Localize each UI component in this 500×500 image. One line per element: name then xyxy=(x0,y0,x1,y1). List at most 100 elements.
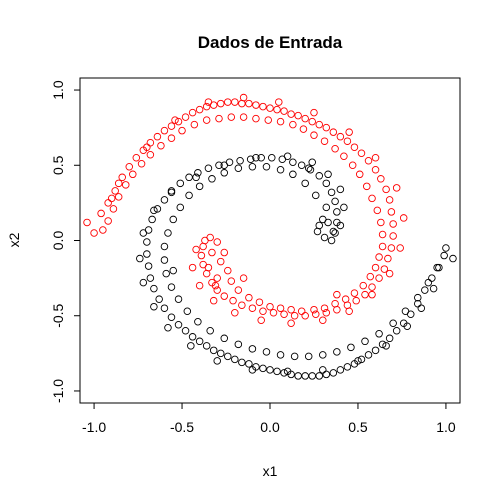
data-point xyxy=(315,172,324,180)
data-point xyxy=(433,263,441,272)
data-point xyxy=(299,125,308,133)
data-point xyxy=(350,143,359,151)
data-point xyxy=(204,98,213,106)
data-point xyxy=(347,343,355,352)
data-point xyxy=(294,111,302,120)
data-point xyxy=(111,187,119,195)
data-point xyxy=(331,299,339,308)
data-point xyxy=(396,244,404,252)
data-points xyxy=(83,93,457,380)
data-point xyxy=(276,351,285,359)
data-point xyxy=(331,144,339,153)
data-point xyxy=(428,274,436,282)
data-point xyxy=(248,304,257,312)
data-point xyxy=(327,236,336,245)
data-point xyxy=(289,170,297,179)
data-point xyxy=(273,367,281,376)
data-point xyxy=(169,266,177,275)
data-point xyxy=(333,290,341,299)
data-point xyxy=(283,367,292,376)
data-point xyxy=(195,105,204,114)
data-point xyxy=(371,166,380,174)
data-point xyxy=(320,233,329,242)
data-point xyxy=(414,293,422,302)
data-point xyxy=(449,254,457,263)
data-point xyxy=(257,153,265,162)
data-point xyxy=(148,215,156,224)
data-point xyxy=(169,215,177,224)
y-tick-label: 0.0 xyxy=(50,231,66,251)
data-point xyxy=(150,284,158,293)
data-point xyxy=(336,366,345,374)
data-point xyxy=(311,191,320,200)
data-point xyxy=(204,263,213,272)
data-point xyxy=(304,352,313,361)
data-point xyxy=(213,286,221,294)
data-point xyxy=(176,203,185,212)
data-point xyxy=(380,265,389,273)
data-point xyxy=(157,141,165,150)
data-point xyxy=(389,220,397,228)
data-point xyxy=(301,372,309,380)
data-point xyxy=(204,164,213,173)
data-point xyxy=(121,181,130,189)
data-point xyxy=(315,221,324,230)
data-point xyxy=(262,163,271,171)
data-point xyxy=(287,305,295,314)
data-point xyxy=(114,179,123,188)
data-point xyxy=(143,250,151,258)
data-point xyxy=(150,206,158,215)
data-point xyxy=(150,302,158,311)
data-point xyxy=(283,152,292,160)
data-point xyxy=(248,163,257,171)
data-point xyxy=(355,170,364,179)
y-tick-label: -0.5 xyxy=(50,303,66,327)
data-point xyxy=(385,334,394,343)
data-point xyxy=(322,308,331,317)
data-point xyxy=(104,199,112,207)
data-point xyxy=(190,120,199,129)
data-point xyxy=(183,307,192,315)
data-point xyxy=(371,263,380,272)
data-point xyxy=(329,369,338,377)
data-point xyxy=(245,293,253,302)
data-point xyxy=(216,349,225,358)
data-point xyxy=(324,170,332,179)
data-point xyxy=(276,117,285,126)
data-point xyxy=(104,217,112,225)
data-point xyxy=(319,366,327,374)
series-red xyxy=(83,93,408,328)
data-point xyxy=(315,120,324,129)
data-point xyxy=(90,229,98,237)
data-point xyxy=(167,283,176,291)
data-point xyxy=(294,372,302,380)
data-point xyxy=(209,346,218,355)
data-point xyxy=(401,307,410,315)
data-point xyxy=(202,116,211,124)
data-point xyxy=(220,248,229,257)
data-point xyxy=(350,289,359,297)
data-point xyxy=(139,278,148,287)
data-point xyxy=(167,188,176,197)
data-point xyxy=(211,281,220,290)
data-point xyxy=(359,281,367,290)
data-point xyxy=(276,304,285,312)
data-point xyxy=(176,179,185,188)
data-point xyxy=(366,272,375,281)
series-black xyxy=(136,152,457,380)
data-point xyxy=(195,182,204,191)
data-point xyxy=(348,161,357,170)
data-point xyxy=(322,203,331,212)
data-point xyxy=(264,116,272,124)
data-point xyxy=(178,126,186,135)
data-point xyxy=(257,316,265,324)
data-point xyxy=(188,108,197,117)
data-point xyxy=(345,307,353,315)
data-point xyxy=(308,158,316,167)
data-point xyxy=(220,292,229,300)
data-point xyxy=(185,173,193,182)
data-point xyxy=(377,175,385,183)
data-point xyxy=(322,370,331,379)
data-point xyxy=(192,173,200,182)
